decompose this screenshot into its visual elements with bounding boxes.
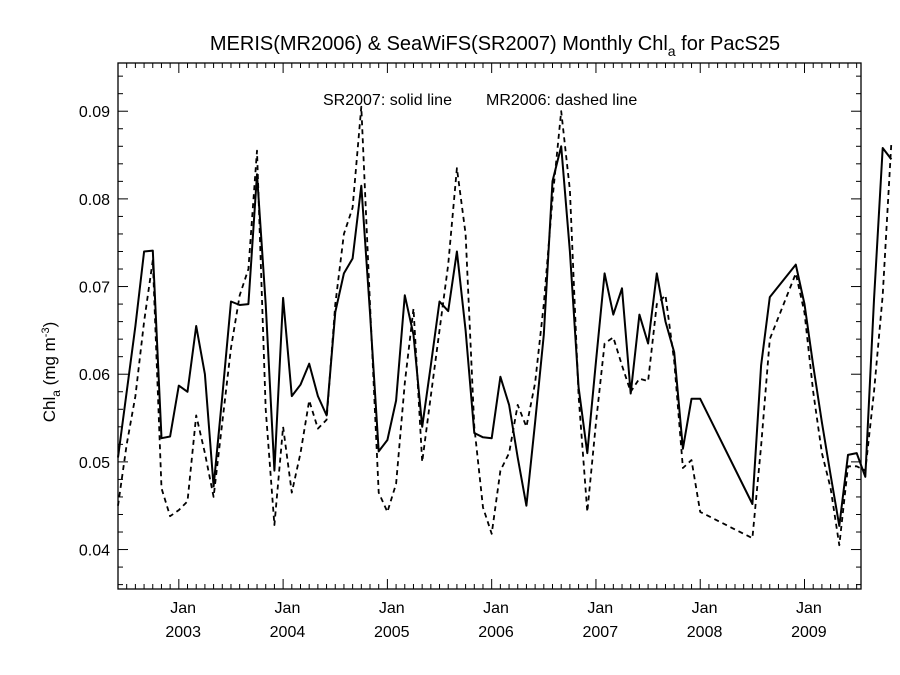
series-line-dashed bbox=[117, 105, 893, 547]
chart-title-tail: for PacS25 bbox=[676, 33, 781, 55]
y-axis-label-main: Chl bbox=[40, 397, 59, 423]
series-lines bbox=[117, 105, 893, 547]
x-tick-label-year: 2004 bbox=[270, 624, 306, 641]
svg-text:Chla (mg m-3): Chla (mg m-3) bbox=[40, 322, 63, 423]
x-tick-label-year: 2008 bbox=[687, 624, 723, 641]
x-tick-label-year: 2005 bbox=[374, 624, 410, 641]
x-tick-labels: Jan 2003 Jan 2004 Jan 2005 Jan 2006 Jan 2007 Jan 20… bbox=[165, 600, 826, 641]
y-axis-label-unit-post: ) bbox=[40, 322, 59, 328]
y-tick-label: 0.04 bbox=[79, 543, 110, 560]
y-tick-label: 0.08 bbox=[79, 192, 110, 209]
plot-frame bbox=[117, 62, 862, 590]
y-axis-label-superscript: -3 bbox=[40, 327, 52, 337]
y-tick-label: 0.05 bbox=[79, 455, 110, 472]
annotation-solid-line: SR2007: solid line bbox=[323, 92, 452, 109]
x-tick-label-month: Jan bbox=[275, 600, 301, 617]
y-axis-label-subscript: a bbox=[49, 390, 63, 397]
x-tick-label-month: Jan bbox=[587, 600, 613, 617]
svg-text:MERIS(MR2006) & SeaWiFS(SR2007: MERIS(MR2006) & SeaWiFS(SR2007) Monthly … bbox=[210, 33, 780, 59]
y-axis-label-unit-pre: (mg m bbox=[40, 337, 59, 390]
x-tick-label-year: 2007 bbox=[583, 624, 619, 641]
chart-title: MERIS(MR2006) & SeaWiFS(SR2007) Monthly … bbox=[210, 33, 780, 59]
chart-title-subscript: a bbox=[668, 43, 676, 59]
chart-title-main: MERIS(MR2006) & SeaWiFS(SR2007) Monthly … bbox=[210, 33, 668, 55]
y-tick-label: 0.06 bbox=[79, 367, 110, 384]
y-tick-labels: 0.04 0.05 0.06 0.07 0.08 0.09 bbox=[79, 104, 110, 559]
x-tick-label-year: 2003 bbox=[165, 624, 201, 641]
x-tick-label-month: Jan bbox=[483, 600, 509, 617]
y-tick-label: 0.09 bbox=[79, 104, 110, 121]
y-axis-label: Chla (mg m-3) bbox=[40, 322, 63, 423]
series-line-solid bbox=[117, 145, 893, 527]
axis-ticks bbox=[117, 63, 861, 589]
x-tick-label-year: 2009 bbox=[791, 624, 827, 641]
x-tick-label-month: Jan bbox=[170, 600, 196, 617]
annotation-dashed-line: MR2006: dashed line bbox=[486, 92, 637, 109]
x-tick-label-month: Jan bbox=[692, 600, 718, 617]
y-tick-label: 0.07 bbox=[79, 280, 110, 297]
x-tick-label-month: Jan bbox=[379, 600, 405, 617]
x-tick-label-year: 2006 bbox=[478, 624, 514, 641]
x-tick-label-month: Jan bbox=[796, 600, 822, 617]
